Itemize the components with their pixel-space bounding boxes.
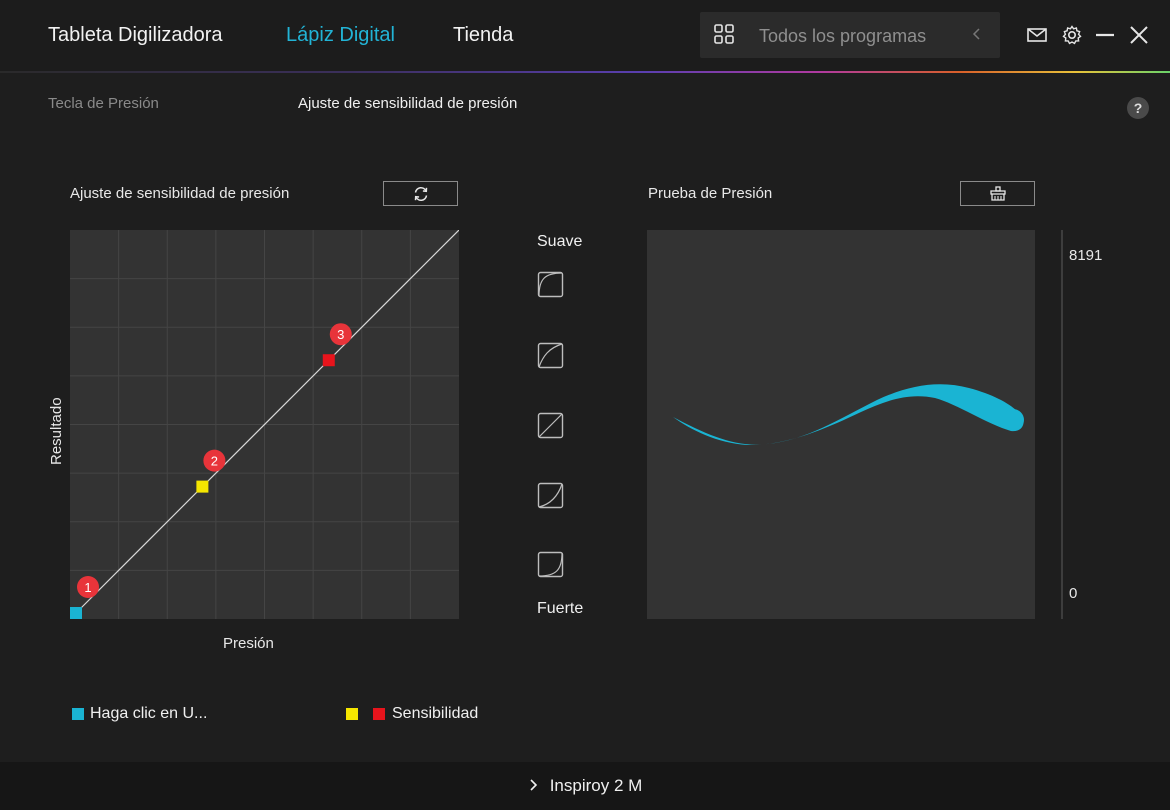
program-selector[interactable]: Todos los programas	[700, 12, 1000, 58]
program-selector-label: Todos los programas	[759, 26, 927, 46]
point-badge-label-2: 2	[211, 454, 218, 469]
accent-divider	[0, 71, 1170, 73]
pressure-max-value: 8191	[1069, 247, 1103, 264]
subtab-tecla-de-presion[interactable]: Tecla de Presión	[48, 95, 159, 112]
reset-curve-button[interactable]	[383, 181, 458, 206]
gear-icon[interactable]	[1061, 24, 1083, 46]
top-bar: Tableta Digilizadora Lápiz Digital Tiend…	[0, 0, 1170, 72]
apps-grid-icon	[714, 24, 734, 44]
chevron-right-icon	[530, 779, 537, 791]
mail-icon[interactable]	[1026, 24, 1048, 46]
point-badge-3	[329, 323, 352, 346]
help-button[interactable]: ?	[1127, 97, 1149, 119]
curve-soft-2-icon[interactable]	[537, 271, 564, 298]
legend-red-swatch	[373, 708, 385, 720]
legend-item-1-label: Haga clic en U...	[90, 705, 208, 722]
point-badge-1	[77, 576, 99, 598]
legend-cyan-swatch	[72, 708, 84, 720]
subtab-ajuste-sensibilidad[interactable]: Ajuste de sensibilidad de presión	[298, 95, 518, 112]
point-badge-label-3: 3	[337, 327, 344, 342]
chevron-left-icon[interactable]	[972, 25, 982, 43]
point-badge-label-1: 1	[84, 580, 91, 595]
curve-control-point-3[interactable]	[322, 354, 335, 367]
pressure-min-value: 0	[1069, 585, 1078, 602]
tab-tienda[interactable]: Tienda	[453, 24, 514, 46]
tab-tableta-digilizadora[interactable]: Tableta Digilizadora	[48, 24, 223, 46]
refresh-icon	[414, 186, 428, 202]
brush-clear-icon	[990, 186, 1006, 201]
legend-item-2-label: Sensibilidad	[392, 705, 479, 722]
point-badge-2	[203, 449, 226, 472]
footer-device: Inspiroy 2 M	[0, 776, 1170, 796]
preset-soft-label: Suave	[537, 233, 583, 250]
curve-control-point-2[interactable]	[196, 480, 209, 493]
x-axis-label: Presión	[223, 635, 274, 652]
curve-firm-1-icon[interactable]	[537, 482, 564, 509]
legend-yellow-swatch	[346, 708, 358, 720]
preset-firm-label: Fuerte	[537, 600, 584, 617]
curve-control-point-1[interactable]	[70, 607, 82, 619]
y-axis-label: Resultado	[48, 397, 65, 465]
pressure-curve-chart[interactable]: 1 2 3	[70, 230, 459, 619]
close-icon[interactable]	[1128, 24, 1150, 46]
device-footer[interactable]: Inspiroy 2 M	[0, 762, 1170, 810]
clear-test-button[interactable]	[960, 181, 1035, 206]
test-panel-title: Prueba de Presión	[648, 185, 773, 202]
curve-soft-1-icon[interactable]	[537, 342, 564, 369]
device-name: Inspiroy 2 M	[549, 776, 643, 795]
pressure-test-canvas[interactable]	[647, 230, 1035, 619]
curve-linear-icon[interactable]	[537, 412, 564, 439]
curve-line	[75, 230, 459, 614]
tab-lapiz-digital[interactable]: Lápiz Digital	[286, 24, 395, 46]
pressure-meter	[1061, 230, 1063, 619]
curve-firm-2-icon[interactable]	[537, 551, 564, 578]
test-stroke	[673, 384, 1024, 446]
curve-panel-title: Ajuste de sensibilidad de presión	[70, 185, 290, 202]
minimize-icon[interactable]	[1094, 24, 1116, 46]
